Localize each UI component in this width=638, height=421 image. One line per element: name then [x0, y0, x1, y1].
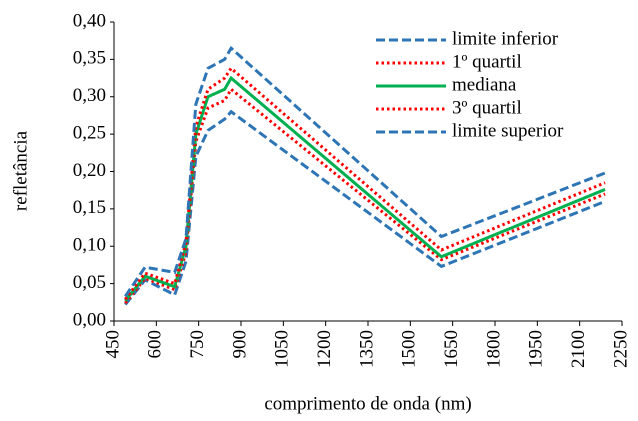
y-tick-label: 0,00 [73, 309, 106, 330]
x-tick-label: 1350 [356, 330, 377, 368]
y-axis-title: refletância [10, 130, 31, 211]
x-axis-title: comprimento de onda (nm) [264, 393, 471, 414]
series-line [124, 66, 606, 301]
x-tick-label: 1200 [314, 330, 335, 368]
series-line [124, 45, 606, 298]
y-tick-label: 0,15 [73, 197, 106, 218]
series-line [124, 87, 606, 304]
y-tick-label: 0,25 [73, 122, 106, 143]
x-tick-label: 1950 [526, 330, 547, 368]
legend-label: limite superior [452, 120, 564, 141]
x-tick-label: 600 [145, 330, 166, 359]
x-tick-label: 1500 [399, 330, 420, 368]
x-tick-label: 450 [102, 330, 123, 359]
legend-label: limite inferior [452, 28, 559, 49]
legend-label: 3º quartil [452, 97, 522, 118]
x-tick-label: 750 [187, 330, 208, 359]
x-tick-label: 2100 [568, 330, 589, 368]
y-tick-label: 0,30 [73, 85, 106, 106]
x-tick-label: 1800 [483, 330, 504, 368]
y-tick-label: 0,05 [73, 272, 106, 293]
y-tick-label: 0,35 [73, 48, 106, 69]
y-tick-label: 0,40 [73, 10, 106, 31]
y-tick-label: 0,10 [73, 235, 106, 256]
x-tick-label: 2250 [610, 330, 631, 368]
x-tick-label: 900 [229, 330, 250, 359]
series-line [124, 109, 606, 306]
x-tick-label: 1650 [441, 330, 462, 368]
legend-label: mediana [452, 74, 517, 95]
series-line [124, 75, 606, 302]
legend-label: 1º quartil [452, 51, 522, 72]
x-tick-label: 1050 [272, 330, 293, 368]
y-tick-label: 0,20 [73, 160, 106, 181]
